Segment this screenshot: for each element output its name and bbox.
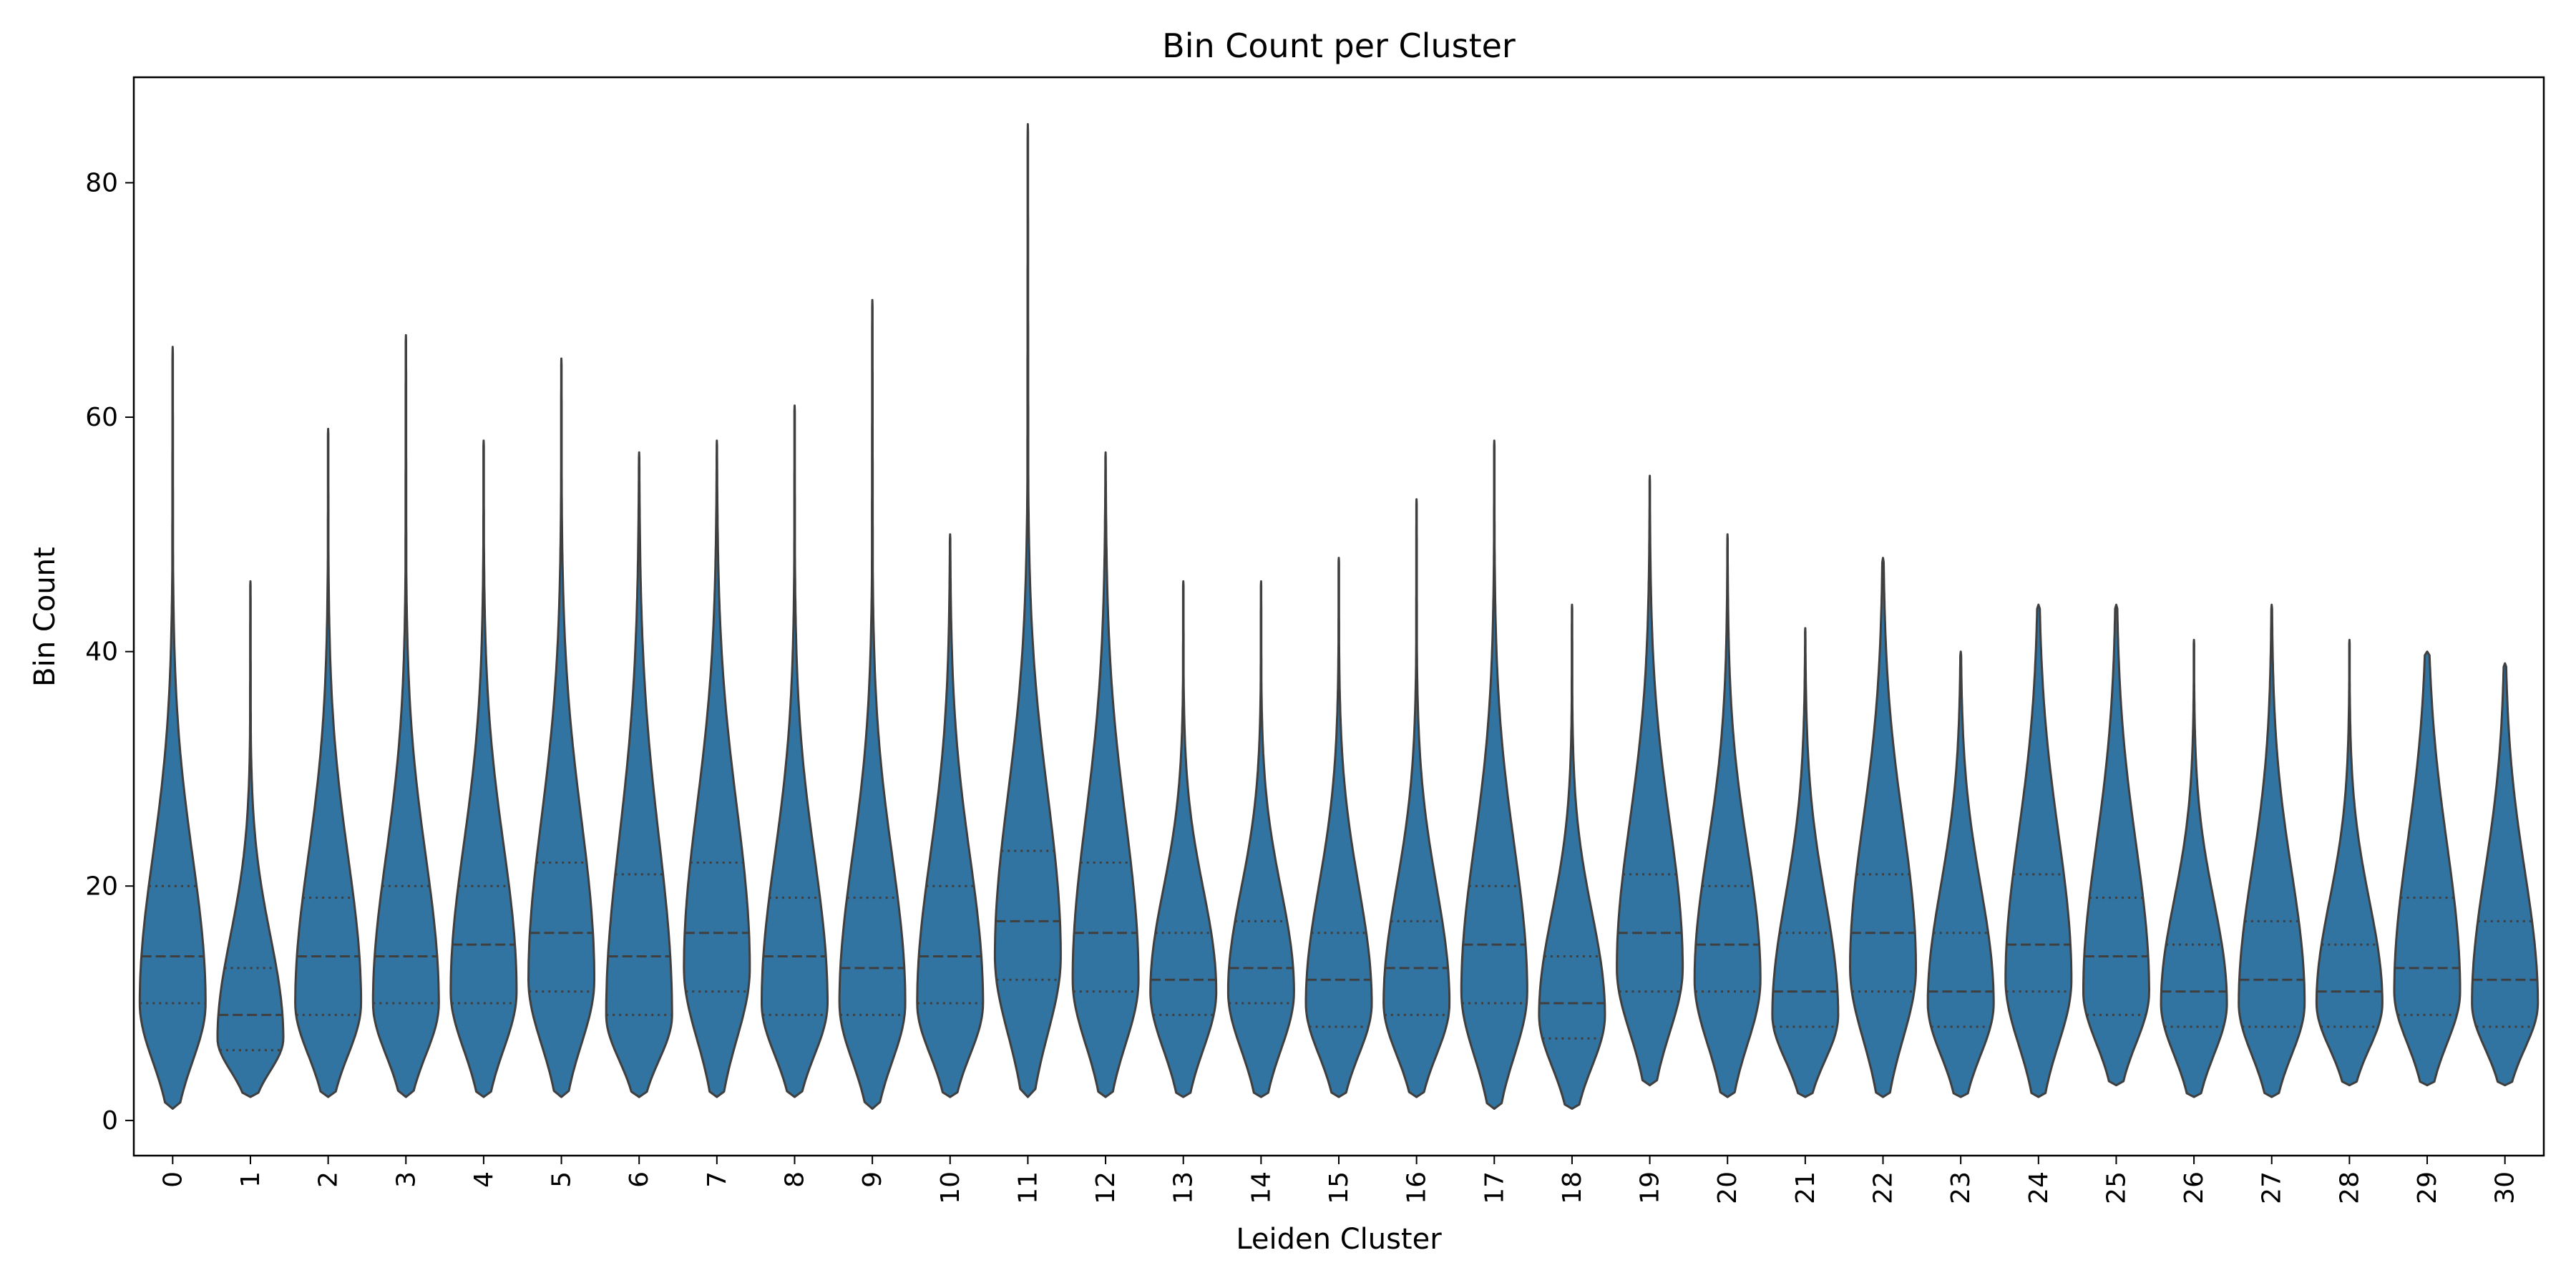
- y-tick-label: 20: [85, 872, 118, 901]
- violin-16: [1382, 498, 1451, 1098]
- y-axis-label: Bin Count: [29, 547, 62, 686]
- x-tick-label: 8: [780, 1171, 809, 1188]
- y-tick-label: 60: [85, 403, 118, 432]
- violin-15: [1304, 557, 1373, 1098]
- x-tick-label: 7: [703, 1171, 732, 1188]
- violin-13: [1149, 580, 1218, 1098]
- violin-6: [605, 451, 673, 1098]
- x-tick-label: 3: [391, 1171, 421, 1188]
- x-tick-label: 1: [236, 1171, 265, 1188]
- x-tick-label: 22: [1869, 1171, 1898, 1204]
- violin-14: [1226, 580, 1295, 1098]
- x-tick-label: 19: [1636, 1171, 1665, 1204]
- x-tick-label: 11: [1013, 1171, 1043, 1204]
- x-tick-label: 2: [314, 1171, 343, 1188]
- x-axis-ticks: 0 1 2 3 4 5 6 7 8 9 10 11 12 13 14 15 16 17 18 19 20 21 22 23 24…: [158, 1156, 2520, 1204]
- violin-21: [1771, 627, 1840, 1098]
- x-axis-label: Leiden Cluster: [1236, 1223, 1442, 1256]
- x-tick-label: 4: [469, 1171, 499, 1188]
- x-tick-label: 26: [2180, 1171, 2209, 1204]
- violin-28: [2315, 638, 2384, 1087]
- violin-23: [1926, 650, 1995, 1098]
- violin-0: [138, 346, 207, 1110]
- violin-20: [1693, 533, 1762, 1098]
- violin-7: [683, 439, 751, 1098]
- violin-25: [2082, 603, 2150, 1087]
- x-tick-label: 23: [1946, 1171, 1976, 1204]
- violin-9: [838, 298, 907, 1110]
- violin-1: [216, 580, 285, 1098]
- x-tick-label: 24: [2024, 1171, 2054, 1204]
- violin-17: [1460, 439, 1528, 1110]
- x-tick-label: 29: [2413, 1171, 2442, 1204]
- violin-11: [993, 123, 1062, 1098]
- violin-2: [294, 427, 363, 1098]
- chart-title: Bin Count per Cluster: [1162, 26, 1516, 65]
- x-tick-label: 14: [1246, 1171, 1276, 1204]
- x-tick-label: 5: [547, 1171, 577, 1188]
- violin-24: [2004, 603, 2073, 1098]
- violin-22: [1849, 557, 1917, 1098]
- violin-30: [2471, 662, 2540, 1087]
- violin-5: [527, 357, 595, 1098]
- x-tick-label: 10: [936, 1171, 965, 1204]
- violin-19: [1616, 474, 1684, 1087]
- violin-29: [2393, 650, 2462, 1087]
- x-tick-label: 13: [1169, 1171, 1199, 1204]
- plot-frame: [132, 76, 2545, 1157]
- y-tick-label: 0: [102, 1106, 118, 1136]
- x-tick-label: 9: [858, 1171, 887, 1188]
- y-tick-label: 80: [85, 168, 118, 197]
- y-axis-ticks: 0 20 40 60 80: [85, 168, 134, 1136]
- x-tick-label: 28: [2335, 1171, 2364, 1204]
- x-tick-label: 15: [1324, 1171, 1354, 1204]
- violin-3: [371, 333, 440, 1098]
- x-tick-label: 6: [625, 1171, 654, 1188]
- x-tick-label: 17: [1480, 1171, 1509, 1204]
- x-tick-label: 20: [1713, 1171, 1742, 1204]
- x-tick-label: 30: [2491, 1171, 2520, 1204]
- x-tick-label: 21: [1791, 1171, 1820, 1204]
- x-tick-label: 0: [158, 1171, 187, 1188]
- violin-4: [449, 439, 518, 1098]
- x-tick-label: 12: [1091, 1171, 1121, 1204]
- x-tick-label: 25: [2102, 1171, 2131, 1204]
- violin-26: [2160, 638, 2228, 1098]
- x-tick-label: 27: [2258, 1171, 2287, 1204]
- violin-12: [1071, 451, 1140, 1098]
- violin-10: [916, 533, 985, 1098]
- violins-layer: [138, 123, 2540, 1110]
- violin-8: [761, 404, 829, 1098]
- x-tick-label: 16: [1402, 1171, 1432, 1204]
- x-tick-label: 18: [1558, 1171, 1587, 1204]
- violin-18: [1538, 603, 1606, 1110]
- y-tick-label: 40: [85, 638, 118, 667]
- violin-27: [2238, 603, 2306, 1098]
